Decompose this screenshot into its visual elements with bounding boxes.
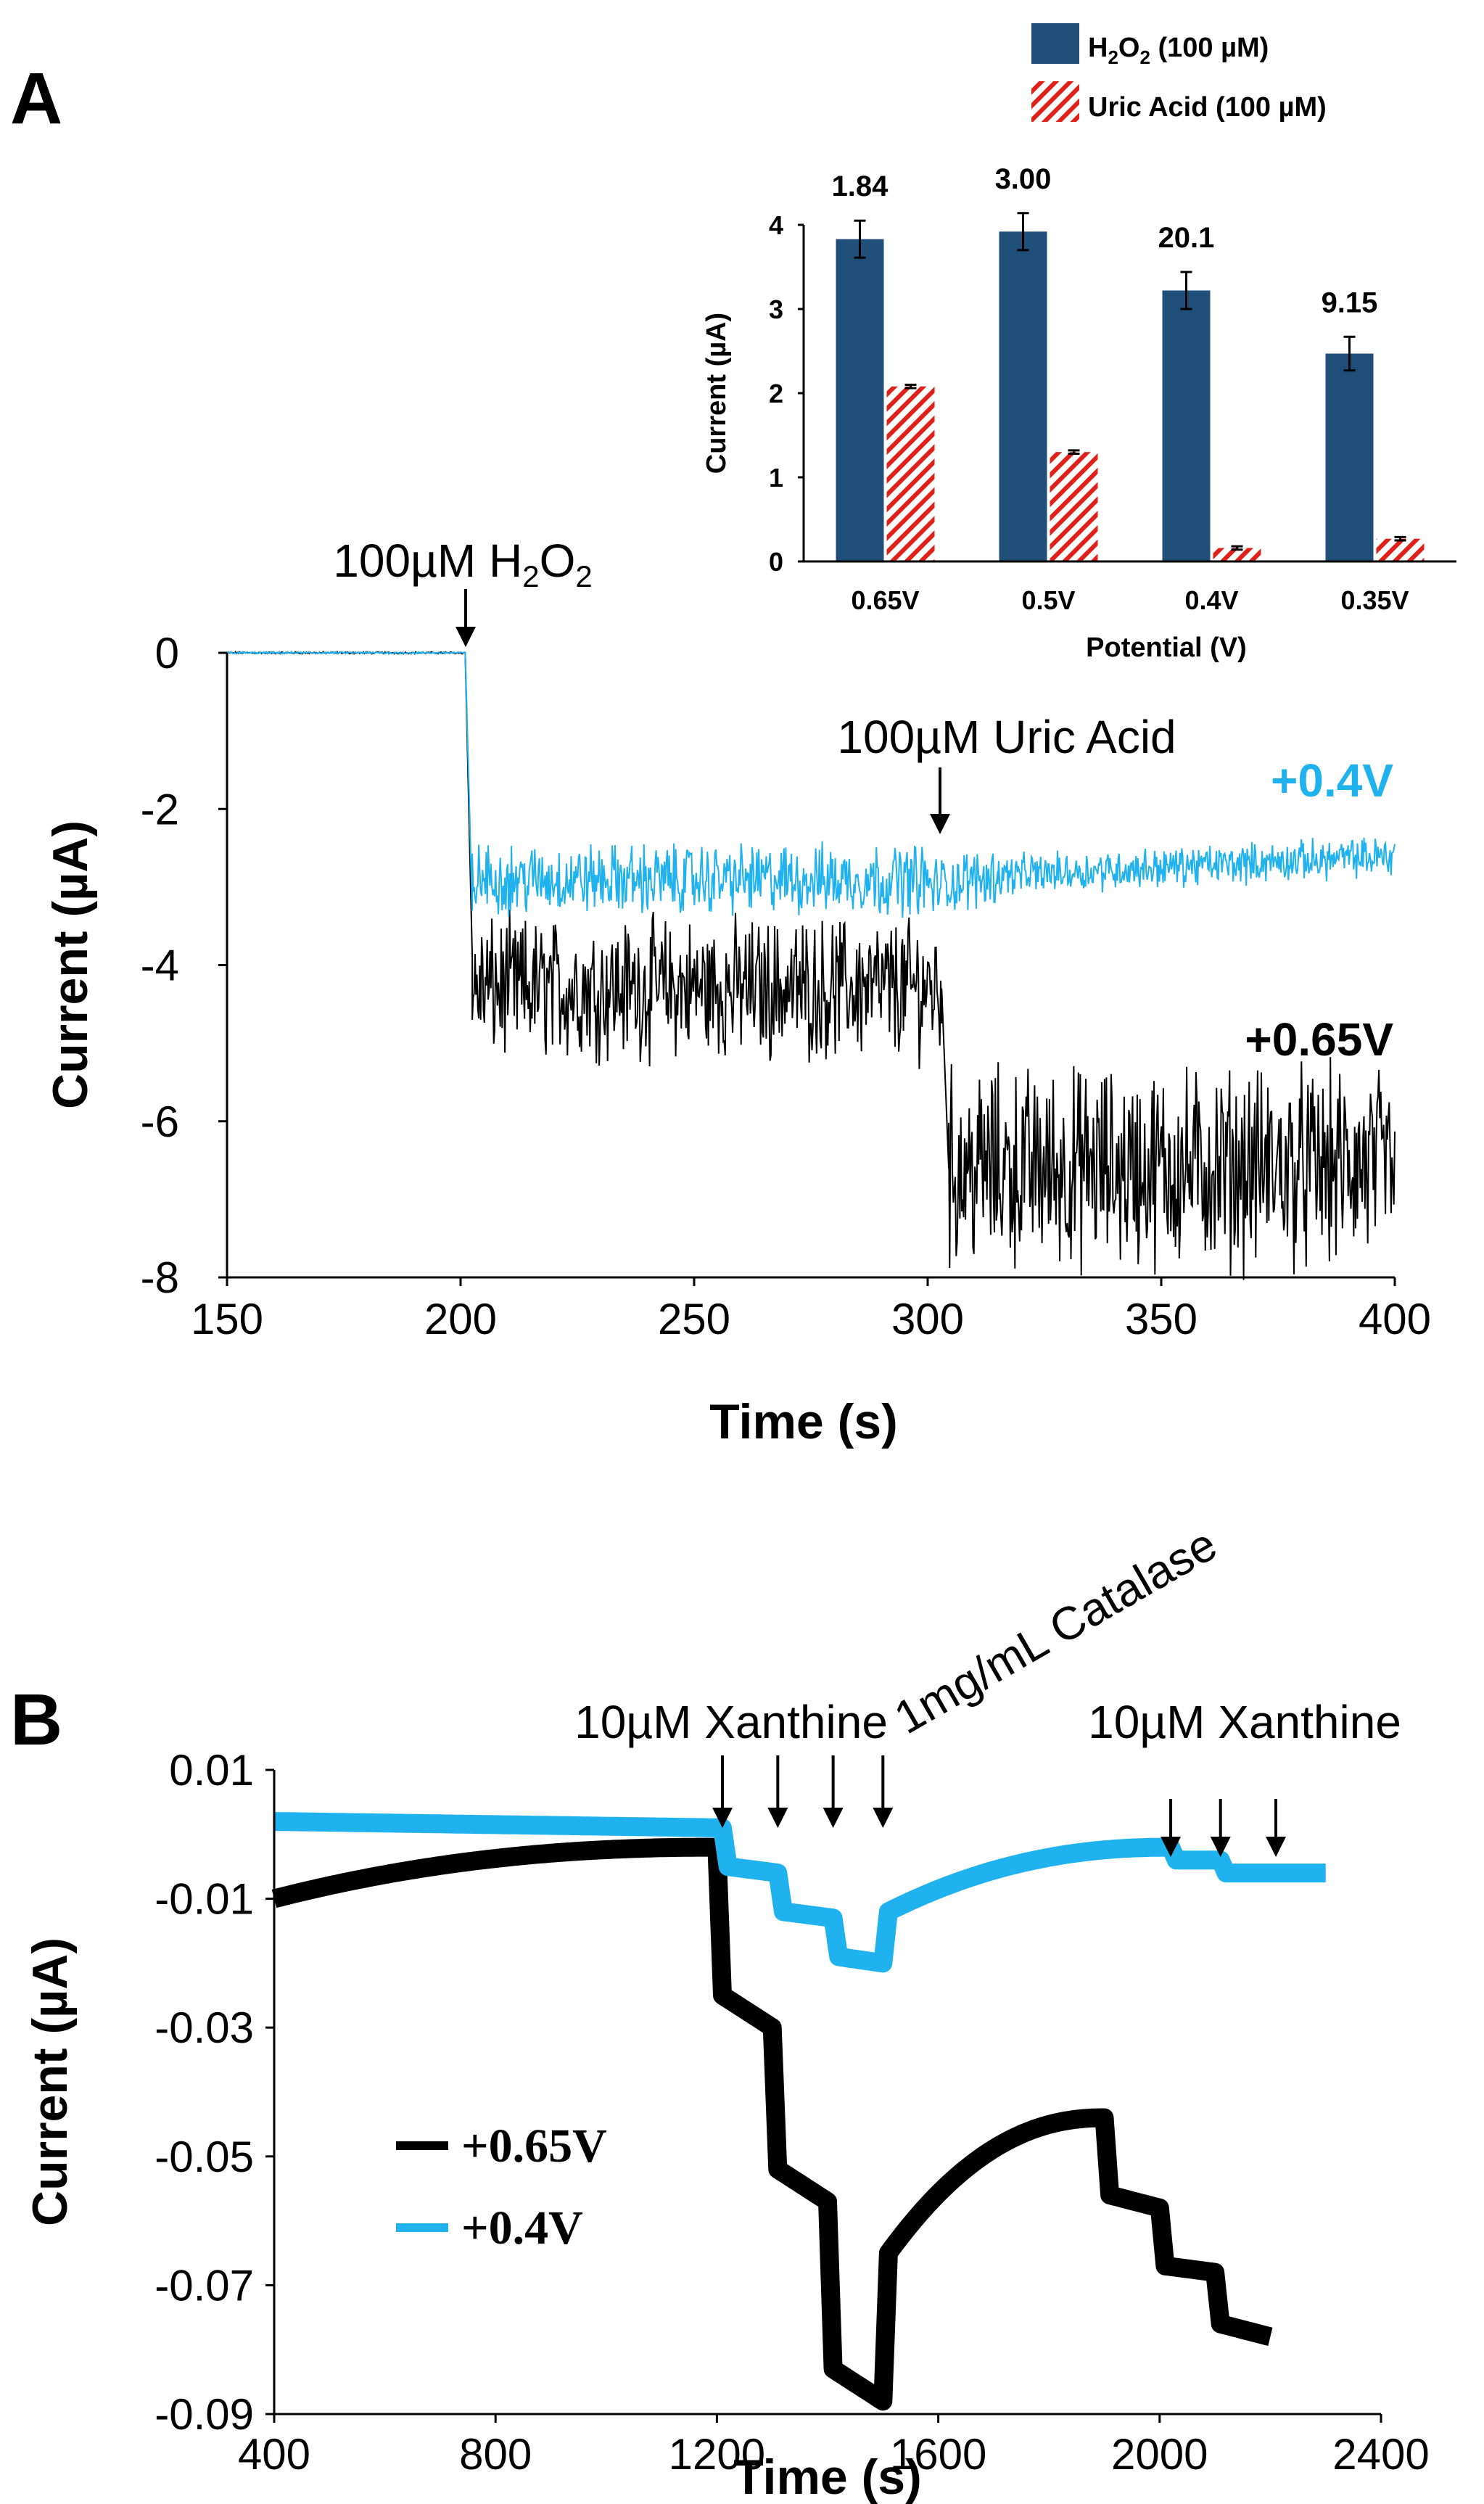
panel-label-a: A — [10, 58, 62, 139]
inset-ticks: 0 1 2 3 4 0.65V 0.5V 0.4V 0.35V — [769, 210, 1409, 615]
inset-x-tick-label: 0.5V — [1021, 585, 1075, 615]
panel-b-y-tick-label: -0.03 — [154, 2003, 254, 2052]
panel-a-y-tick-label: -8 — [141, 1253, 179, 1302]
panel-a-y-tick-label: -6 — [141, 1097, 179, 1146]
panel-b-y-title: Current (µA) — [22, 1937, 78, 2226]
inset-bars: 1.84 3.00 20.1 9.15 — [832, 163, 1425, 561]
panel-a-x-tick-label: 350 — [1125, 1295, 1197, 1343]
panel-b-arrow-head — [823, 1808, 844, 1828]
panel-a-y-title: Current (µA) — [43, 820, 98, 1109]
panel-a-y-tick-label: 0 — [155, 629, 179, 678]
inset-y-tick-label: 2 — [769, 379, 783, 408]
series-label-0-65v: +0.65V — [1245, 1013, 1393, 1066]
panel-b-y-tick-label: -0.09 — [154, 2390, 254, 2439]
inset-bar-uric-acid — [1376, 538, 1425, 561]
annotation-uric-acid: 100µM Uric Acid — [837, 711, 1176, 763]
panel-b-x-tick-label: 2400 — [1332, 2430, 1429, 2479]
panel-a-traces — [226, 650, 1396, 1280]
legend-label-0-4v: +0.4V — [461, 2202, 583, 2254]
panel-b-ticks: 400 800 1200 1600 2000 2400 0.01 -0.01 -0.03 -0.0… — [154, 1746, 1430, 2479]
panel-b-arrow-head — [873, 1808, 894, 1828]
inset-y-tick-label: 1 — [769, 463, 783, 493]
inset-y-tick-label: 4 — [769, 210, 783, 240]
panel-b-x-tick-label: 400 — [238, 2430, 310, 2479]
arrow-h2o2 — [455, 589, 476, 647]
inset-x-tick-label: 0.65V — [851, 585, 919, 615]
panel-a-trace-065V — [226, 650, 1396, 1280]
legend-swatch-uric-acid — [1031, 81, 1079, 122]
panel-b-chart: 400 800 1200 1600 2000 2400 0.01 -0.01 -0.03 -0.0… — [22, 1517, 1430, 2504]
panel-b-arrow-head — [1210, 1837, 1231, 1857]
inset-bar-uric-acid — [1213, 548, 1261, 561]
inset-x-tick-label: 0.4V — [1184, 585, 1238, 615]
arrow-uric-acid — [930, 767, 950, 834]
panel-b-legend: +0.65V +0.4V — [396, 2120, 607, 2254]
annotation-h2o2: 100µM H2O2 — [333, 535, 592, 593]
inset-bar-h2o2 — [836, 239, 884, 561]
panel-b-arrow-head — [712, 1808, 733, 1828]
inset-bar-h2o2 — [1325, 353, 1374, 561]
panel-a-ticks: 150 200 250 300 350 400 0 -2 -4 -6 -8 — [141, 629, 1431, 1343]
series-label-0-4v: +0.4V — [1271, 754, 1393, 807]
panel-a-trace-04V — [226, 650, 1396, 918]
inset-bar-value-label: 9.15 — [1322, 287, 1378, 318]
inset-bar-h2o2 — [999, 231, 1047, 561]
inset-y-tick-label: 3 — [769, 295, 783, 324]
annotation-xanthine-2: 10µM Xanthine — [1088, 1696, 1401, 1748]
panel-b-arrow-head — [1161, 1837, 1182, 1857]
panel-b-x-tick-label: 1200 — [669, 2430, 765, 2479]
inset-bar-h2o2 — [1162, 290, 1211, 561]
panel-b-trace-04V — [268, 1812, 1332, 1973]
panel-b-x-tick-label: 2000 — [1111, 2430, 1208, 2479]
panel-a-x-tick-label: 150 — [191, 1295, 263, 1343]
panel-b-arrow-head — [767, 1808, 788, 1828]
legend-label-0-65v: +0.65V — [461, 2120, 607, 2173]
panel-a-x-tick-label: 400 — [1359, 1295, 1431, 1343]
inset-bar-uric-acid — [886, 386, 935, 561]
panel-b-trace-065V — [268, 1837, 1277, 2411]
panel-a-x-tick-label: 250 — [658, 1295, 730, 1343]
inset-bar-value-label: 1.84 — [832, 170, 889, 202]
legend-label-uric-acid: Uric Acid (100 µM) — [1088, 92, 1327, 123]
panel-b-traces — [268, 1812, 1332, 2411]
panel-b-y-tick-label: -0.05 — [154, 2133, 254, 2181]
inset-legend: H2O2 (100 µM) Uric Acid (100 µM) — [1031, 23, 1327, 123]
legend-swatch-h2o2 — [1031, 23, 1079, 64]
panel-b-y-tick-label: -0.01 — [154, 1875, 254, 1924]
panel-label-b: B — [10, 1679, 62, 1760]
inset-bar-chart: 1.84 3.00 20.1 9.15 0 1 2 3 4 0.65V 0.5V 0.4V 0.35V… — [701, 23, 1456, 663]
panel-b-x-tick-label: 1600 — [890, 2430, 986, 2479]
panel-a-x-tick-label: 300 — [891, 1295, 964, 1343]
legend-label-h2o2: H2O2 (100 µM) — [1088, 33, 1269, 68]
inset-x-tick-label: 0.35V — [1340, 585, 1409, 615]
panel-b-arrows — [712, 1755, 1287, 1857]
inset-bar-value-label: 3.00 — [995, 163, 1052, 195]
panel-a-x-title: Time (s) — [709, 1394, 897, 1449]
inset-bar-uric-acid — [1050, 452, 1098, 561]
inset-x-title: Potential (V) — [1086, 633, 1247, 663]
panel-b-y-tick-label: 0.01 — [169, 1746, 254, 1795]
panel-a-y-tick-label: -2 — [141, 785, 179, 833]
panel-a-x-tick-label: 200 — [424, 1295, 497, 1343]
panel-b-arrow-head — [1266, 1837, 1287, 1857]
inset-bar-value-label: 20.1 — [1158, 222, 1215, 254]
panel-a-chart: 150 200 250 300 350 400 0 -2 -4 -6 -8 Time (s) Cur… — [43, 535, 1431, 1449]
inset-y-title: Current (µA) — [701, 313, 732, 474]
annotation-xanthine-1: 10µM Xanthine — [574, 1696, 888, 1748]
inset-y-tick-label: 0 — [769, 547, 783, 577]
panel-a-y-tick-label: -4 — [141, 942, 179, 990]
panel-b-x-title: Time (s) — [733, 2450, 921, 2504]
panel-b-y-tick-label: -0.07 — [154, 2261, 254, 2310]
panel-b-x-tick-label: 800 — [459, 2430, 532, 2479]
